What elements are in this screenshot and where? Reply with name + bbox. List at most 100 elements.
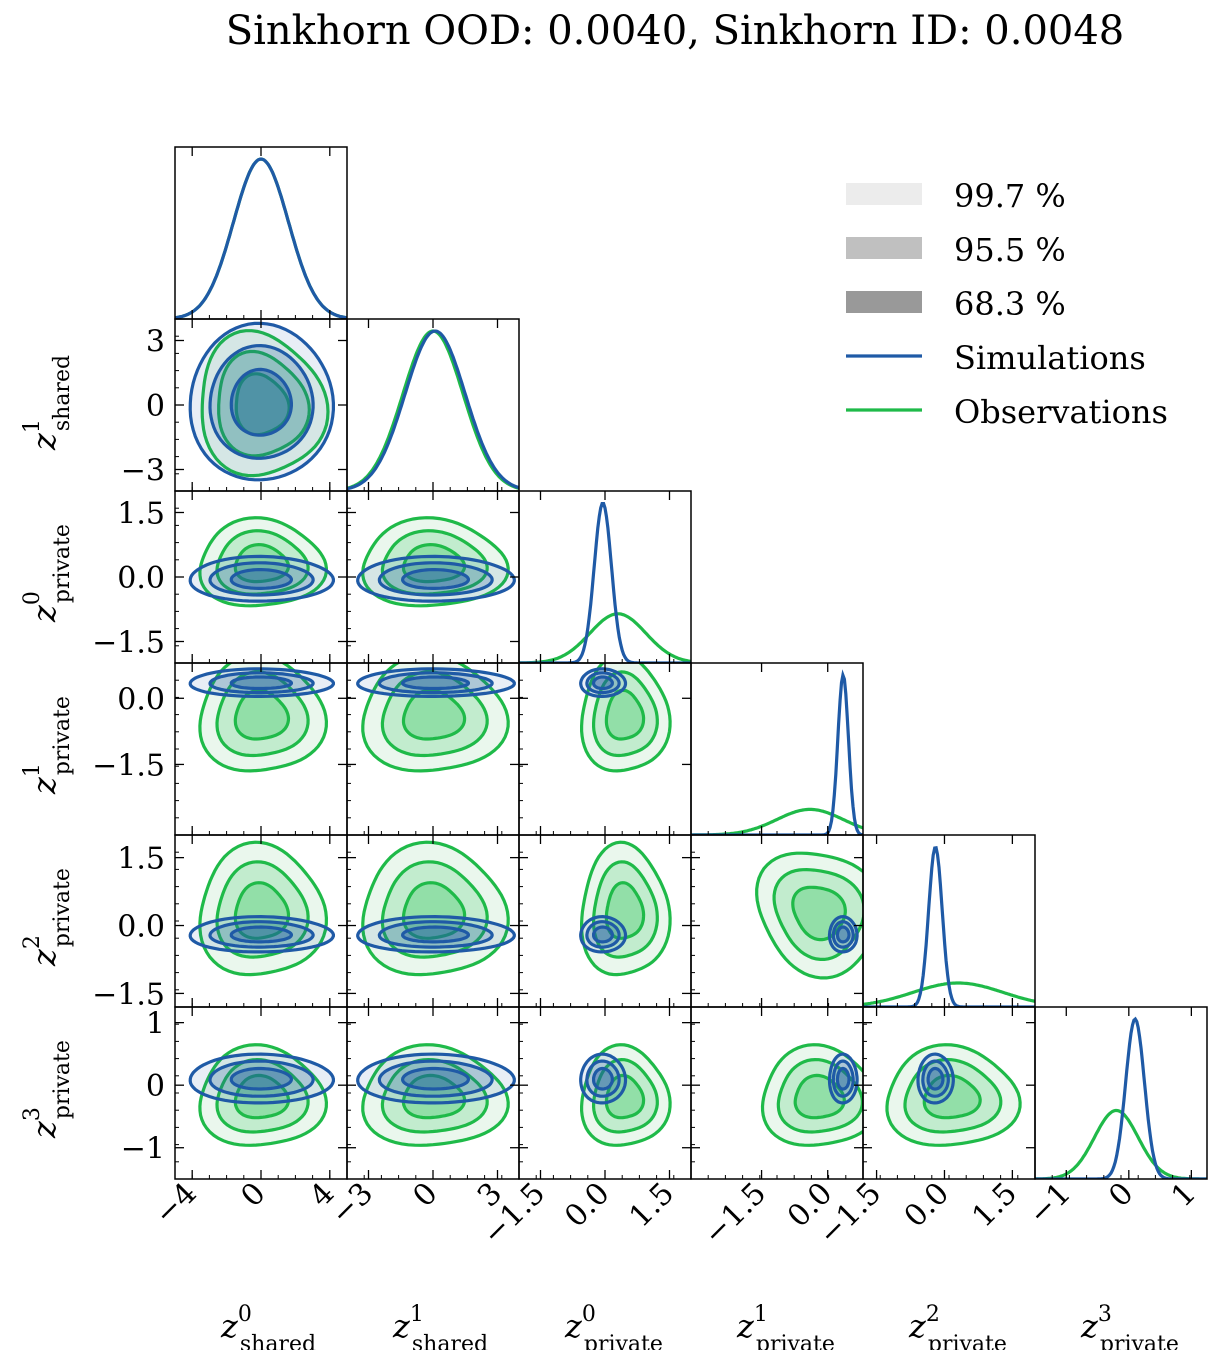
simulations-contour-2 bbox=[229, 568, 293, 590]
legend-label-4: Observations bbox=[954, 393, 1168, 431]
x-tick-label: 1.5 bbox=[966, 1176, 1024, 1234]
legend-swatch-2 bbox=[846, 291, 922, 313]
simulations-contour-1 bbox=[208, 343, 315, 460]
panel-frame-0-0 bbox=[174, 146, 348, 320]
simulations-marginal-line bbox=[347, 329, 519, 491]
simulations-contour-2 bbox=[926, 1066, 945, 1091]
y-tick-label: 0.0 bbox=[117, 682, 165, 717]
observations-contour-2 bbox=[604, 881, 646, 940]
simulations-contour-2 bbox=[592, 925, 614, 944]
y-tick-label: 1.5 bbox=[117, 497, 165, 532]
x-axis-label-0: z0 shared bbox=[220, 1302, 316, 1350]
y-tick-label: 1 bbox=[146, 1007, 165, 1042]
panel-5-1 bbox=[356, 1043, 516, 1147]
y-axis-label-3: z1 private bbox=[20, 696, 75, 795]
legend-label-1: 95.5 % bbox=[954, 231, 1066, 269]
panel-5-2 bbox=[579, 1043, 672, 1147]
observations-contour-2 bbox=[401, 881, 467, 940]
x-axis-label-3: z1 private bbox=[736, 1302, 835, 1350]
panel-5-0 bbox=[188, 1043, 335, 1147]
simulations-contour-2 bbox=[400, 568, 470, 590]
simulations-marginal-line bbox=[1035, 1016, 1207, 1179]
simulations-contour-1 bbox=[377, 561, 494, 597]
legend-label-2: 68.3 % bbox=[954, 285, 1066, 323]
x-tick-label: 0 bbox=[234, 1176, 272, 1214]
simulations-contour-1 bbox=[208, 920, 315, 949]
x-tick-label: −1.5 bbox=[697, 1176, 773, 1252]
observations-contour-2 bbox=[233, 881, 291, 940]
marginal-panel-0 bbox=[175, 157, 347, 319]
simulations-contour-1 bbox=[377, 1059, 494, 1098]
y-tick-label: −3 bbox=[121, 454, 165, 489]
simulations-marginal-line bbox=[519, 502, 691, 663]
legend-swatch-0 bbox=[846, 183, 922, 205]
y-tick-label: −1.5 bbox=[92, 626, 165, 661]
y-tick-label: 0.0 bbox=[117, 561, 165, 596]
simulations-contour-2 bbox=[835, 925, 851, 944]
panel-1-0 bbox=[188, 321, 335, 482]
simulations-contour-2 bbox=[229, 675, 293, 691]
y-tick-label: −1 bbox=[121, 1132, 165, 1167]
marginal-panel-1 bbox=[347, 329, 519, 491]
y-axis-label-4: z2 private bbox=[20, 868, 75, 967]
y-tick-label: 0 bbox=[146, 389, 165, 424]
observations-contour-2 bbox=[234, 372, 291, 437]
panel-4-2 bbox=[579, 840, 672, 977]
legend: 99.7 % 95.5 % 68.3 % Simulations Observation… bbox=[846, 177, 1168, 431]
x-tick-label: −4 bbox=[148, 1176, 204, 1232]
x-tick-label: −1 bbox=[1022, 1176, 1078, 1232]
panel-5-3 bbox=[760, 1043, 863, 1147]
chart-title: Sinkhorn OOD: 0.0040, Sinkhorn ID: 0.004… bbox=[225, 8, 1125, 54]
panel-4-3 bbox=[755, 851, 863, 980]
observations-contour-2 bbox=[604, 688, 646, 741]
panel-5-4 bbox=[885, 1043, 1022, 1147]
corner-panels bbox=[174, 146, 1208, 1180]
y-axis-label-5: z3 private bbox=[20, 1040, 75, 1139]
x-tick-label: 0.0 bbox=[898, 1176, 956, 1234]
marginal-panel-5 bbox=[1035, 1016, 1207, 1179]
simulations-contour-2 bbox=[229, 1066, 293, 1091]
y-tick-label: 1.5 bbox=[117, 842, 165, 877]
x-axis-label-5: z3 private bbox=[1080, 1302, 1179, 1350]
simulations-marginal-line bbox=[863, 846, 1035, 1007]
y-axis-labels: 3 0 −3 z1 shared 1.5 0.0 −1.5 z0 private 0.0 −1.5 z1… bbox=[20, 325, 165, 1167]
simulations-contour-2 bbox=[229, 367, 293, 437]
panel-4-1 bbox=[356, 840, 516, 977]
legend-label-0: 99.7 % bbox=[954, 177, 1066, 215]
simulations-contour-2 bbox=[400, 675, 470, 691]
x-tick-label: 1 bbox=[1165, 1176, 1203, 1214]
observations-marginal-line bbox=[175, 157, 347, 319]
panel-2-0 bbox=[188, 516, 335, 608]
x-tick-label: 0 bbox=[406, 1176, 444, 1214]
y-axis-label-2: z0 private bbox=[20, 524, 75, 623]
x-axis-label-1: z1 shared bbox=[392, 1302, 488, 1350]
marginal-panel-4 bbox=[863, 846, 1035, 1007]
x-tick-label: 0.0 bbox=[558, 1176, 616, 1234]
simulations-marginal-line bbox=[175, 157, 347, 319]
simulations-contour-2 bbox=[400, 925, 470, 944]
simulations-contour-1 bbox=[377, 920, 494, 949]
simulations-contour-2 bbox=[592, 1066, 614, 1091]
x-axis-labels: −4 0 4z0 shared−3 0 3z1 shared−1.5 0.0 1.5z0 priv… bbox=[148, 1176, 1203, 1350]
y-axis-label-1: z1 shared bbox=[20, 355, 75, 451]
panel-3-1 bbox=[356, 663, 516, 773]
y-tick-label: 3 bbox=[146, 325, 165, 360]
simulations-contour-1 bbox=[208, 1059, 315, 1098]
simulations-marginal-line bbox=[691, 669, 863, 835]
x-tick-label: 0 bbox=[1102, 1176, 1140, 1214]
simulations-contour-1 bbox=[585, 1059, 621, 1098]
observations-contour-2 bbox=[604, 1073, 646, 1120]
marginal-panel-3 bbox=[691, 669, 863, 835]
legend-label-3: Simulations bbox=[954, 339, 1146, 377]
simulations-contour-2 bbox=[592, 675, 614, 691]
marginal-panel-2 bbox=[519, 502, 691, 663]
x-tick-label: −3 bbox=[324, 1176, 380, 1232]
y-tick-label: −1.5 bbox=[92, 748, 165, 783]
panel-frame-5-5 bbox=[1034, 1006, 1208, 1180]
simulations-contour-1 bbox=[208, 561, 315, 597]
x-axis-label-4: z2 private bbox=[908, 1302, 1007, 1350]
x-axis-label-2: z0 private bbox=[564, 1302, 663, 1350]
y-tick-label: −1.5 bbox=[92, 977, 165, 1012]
observations-marginal-line bbox=[519, 612, 691, 663]
